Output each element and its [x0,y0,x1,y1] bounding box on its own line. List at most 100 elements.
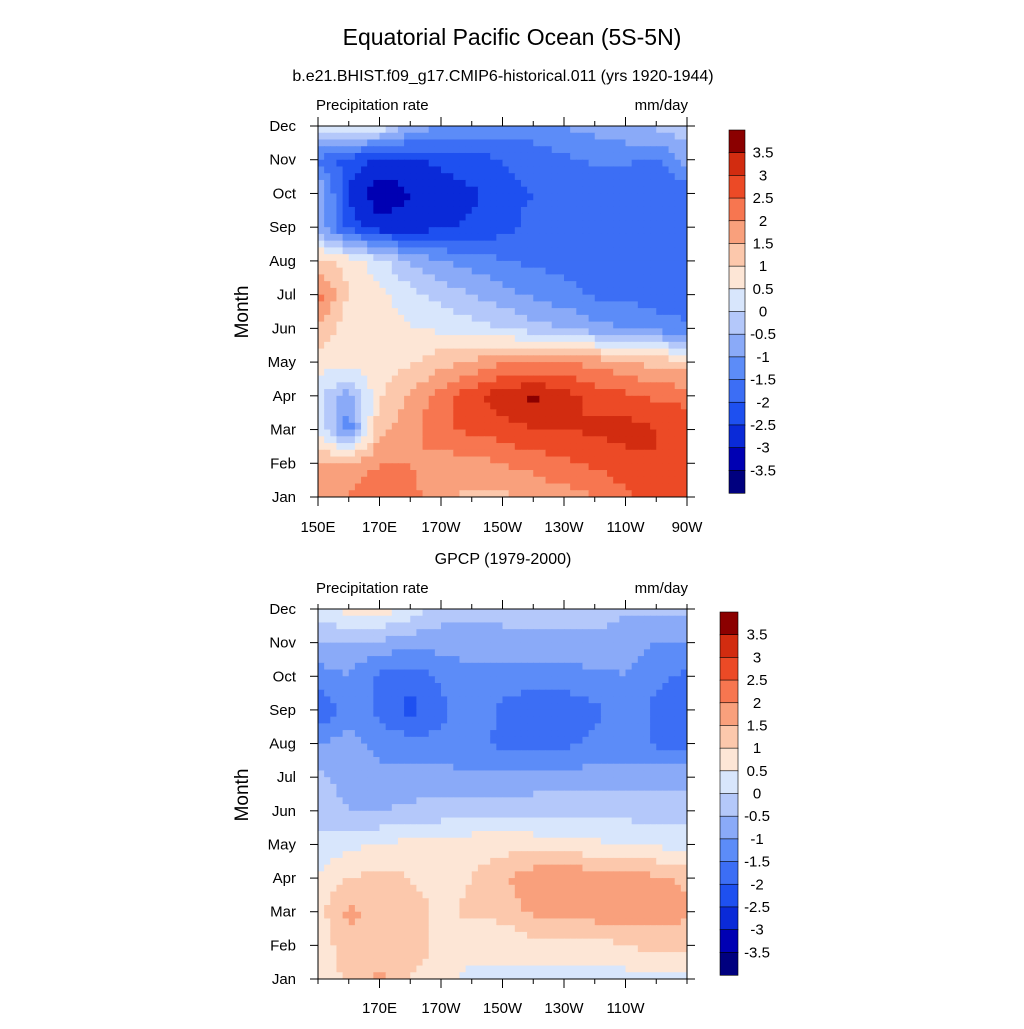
heatmap-cell [539,764,546,771]
heatmap-cell [650,268,657,275]
heatmap-cell [361,609,368,616]
heatmap-cell [343,477,350,484]
heatmap-cell [558,636,565,643]
heatmap-cell [330,477,337,484]
heatmap-cell [429,180,436,187]
heatmap-cell [466,717,473,724]
heatmap-cell [330,382,337,389]
heatmap-cell [515,463,522,470]
heatmap-cell [380,227,387,234]
heatmap-cell [386,690,393,697]
heatmap-cell [515,764,522,771]
heatmap-cell [576,288,583,295]
heatmap-cell [527,288,534,295]
heatmap-cell [404,643,411,650]
heatmap-cell [533,490,540,497]
heatmap-cell [626,403,633,410]
heatmap-cell [521,261,528,268]
heatmap-cell [632,710,639,717]
heatmap-cell [533,396,540,403]
heatmap-cell [515,295,522,302]
heatmap-cell [349,477,356,484]
heatmap-cell [582,616,589,623]
heatmap-cell [466,676,473,683]
heatmap-cell [484,436,491,443]
heatmap-cell [576,477,583,484]
heatmap-cell [626,241,633,248]
heatmap-cell [570,247,577,254]
heatmap-cell [392,490,399,497]
heatmap-cell [361,443,368,450]
heatmap-cell [441,220,448,227]
heatmap-cell [527,717,534,724]
heatmap-cell [576,187,583,194]
heatmap-cell [441,362,448,369]
heatmap-cell [521,409,528,416]
heatmap-cell [656,663,663,670]
heatmap-cell [386,376,393,383]
heatmap-cell [527,450,534,457]
colorbar-label: 1 [759,258,767,275]
heatmap-cell [570,423,577,430]
heatmap-cell [435,717,442,724]
heatmap-cell [515,629,522,636]
heatmap-cell [582,622,589,629]
heatmap-cell [429,220,436,227]
heatmap-cell [675,443,682,450]
heatmap-cell [619,207,626,214]
heatmap-cell [521,656,528,663]
heatmap-cell [589,629,596,636]
heatmap-cell [373,193,380,200]
heatmap-cell [533,744,540,751]
heatmap-cell [490,180,497,187]
heatmap-cell [650,227,657,234]
heatmap-cell [669,396,676,403]
heatmap-cell [330,160,337,167]
heatmap-cell [324,457,331,464]
heatmap-cell [355,160,362,167]
heatmap-cell [324,362,331,369]
heatmap-cell [638,193,645,200]
heatmap-cell [330,396,337,403]
heatmap-cell [626,744,633,751]
heatmap-cell [601,757,608,764]
heatmap-cell [392,744,399,751]
heatmap-cell [386,288,393,295]
heatmap-cell [490,261,497,268]
heatmap-cell [423,335,430,342]
heatmap-cell [656,764,663,771]
heatmap-cell [441,629,448,636]
heatmap-cell [552,139,559,146]
heatmap-cell [466,750,473,757]
heatmap-cell [453,166,460,173]
heatmap-cell [404,750,411,757]
heatmap-cell [459,335,466,342]
heatmap-cell [613,254,620,261]
heatmap-cell [546,173,553,180]
heatmap-cell [441,416,448,423]
heatmap-cell [595,160,602,167]
heatmap-cell [398,180,405,187]
heatmap-cell [318,463,325,470]
heatmap-cell [515,717,522,724]
heatmap-cell [527,409,534,416]
heatmap-cell [539,349,546,356]
heatmap-cell [447,670,454,677]
heatmap-cell [644,723,651,730]
heatmap-cell [656,376,663,383]
heatmap-cell [533,703,540,710]
heatmap-cell [521,622,528,629]
heatmap-cell [552,683,559,690]
heatmap-cell [539,369,546,376]
heatmap-cell [367,396,374,403]
heatmap-cell [638,616,645,623]
heatmap-cell [380,450,387,457]
colorbar-swatch [729,448,745,471]
heatmap-cell [453,200,460,207]
heatmap-cell [503,187,510,194]
heatmap-cell [361,281,368,288]
heatmap-cell [595,457,602,464]
heatmap-cell [373,173,380,180]
heatmap-cell [656,436,663,443]
heatmap-cell [570,723,577,730]
